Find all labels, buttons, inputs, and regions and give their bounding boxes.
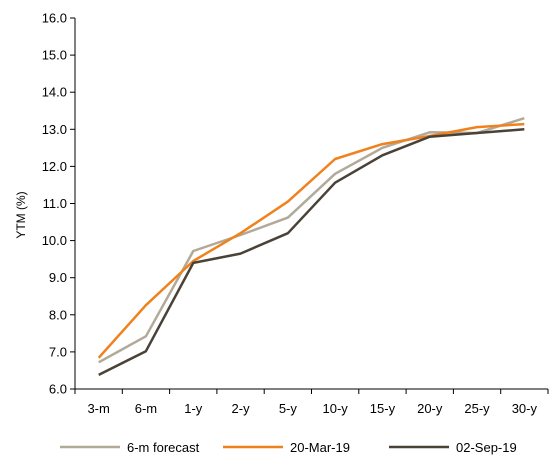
x-tick-label: 20-y: [417, 401, 443, 416]
series-line-2: [97, 122, 525, 359]
y-tick-label: 16.0: [42, 11, 67, 26]
y-tick-label: 12.0: [42, 159, 67, 174]
y-tick-label: 11.0: [43, 196, 67, 211]
y-tick-label: 7.0: [49, 344, 67, 359]
x-tick-label: 30-y: [512, 401, 538, 416]
series-line-1: [98, 117, 525, 364]
series-line-3: [98, 128, 525, 377]
chart-axes: [74, 18, 548, 390]
x-tick-label: 2-y: [232, 401, 251, 416]
x-tick-label: 15-y: [370, 401, 396, 416]
y-axis-title: YTM (%): [14, 191, 28, 238]
x-tick-label: 10-y: [323, 401, 349, 416]
y-tick-label: 15.0: [42, 48, 67, 63]
x-tick-label: 6-m: [135, 401, 157, 416]
y-tick-label: 14.0: [42, 85, 67, 100]
legend-label: 6-m forecast: [127, 440, 200, 455]
x-tick-label: 25-y: [464, 401, 490, 416]
x-tick-label: 5-y: [279, 401, 298, 416]
x-tick-label: 1-y: [184, 401, 203, 416]
x-tick-label: 3-m: [87, 401, 109, 416]
y-tick-label: 13.0: [42, 122, 67, 137]
legend-label: 02-Sep-19: [456, 440, 517, 455]
legend: 6-m forecast 20-Mar-19 02-Sep-19: [60, 440, 517, 455]
legend-label: 20-Mar-19: [290, 440, 350, 455]
y-tick-label: 10.0: [42, 233, 67, 248]
y-axis-ticks: 6.0 7.0 8.0 9.0 10.0 11.0 12.0 13.0 14.0 15.0 16.0: [42, 11, 75, 397]
y-tick-label: 6.0: [49, 382, 67, 397]
x-axis-ticks: 3-m 6-m 1-y 2-y 5-y 10-y 15-y 20-y 25-y 30-y: [74, 389, 549, 416]
y-tick-label: 9.0: [49, 270, 67, 285]
y-tick-label: 8.0: [49, 307, 67, 322]
series-lines: [97, 117, 525, 377]
